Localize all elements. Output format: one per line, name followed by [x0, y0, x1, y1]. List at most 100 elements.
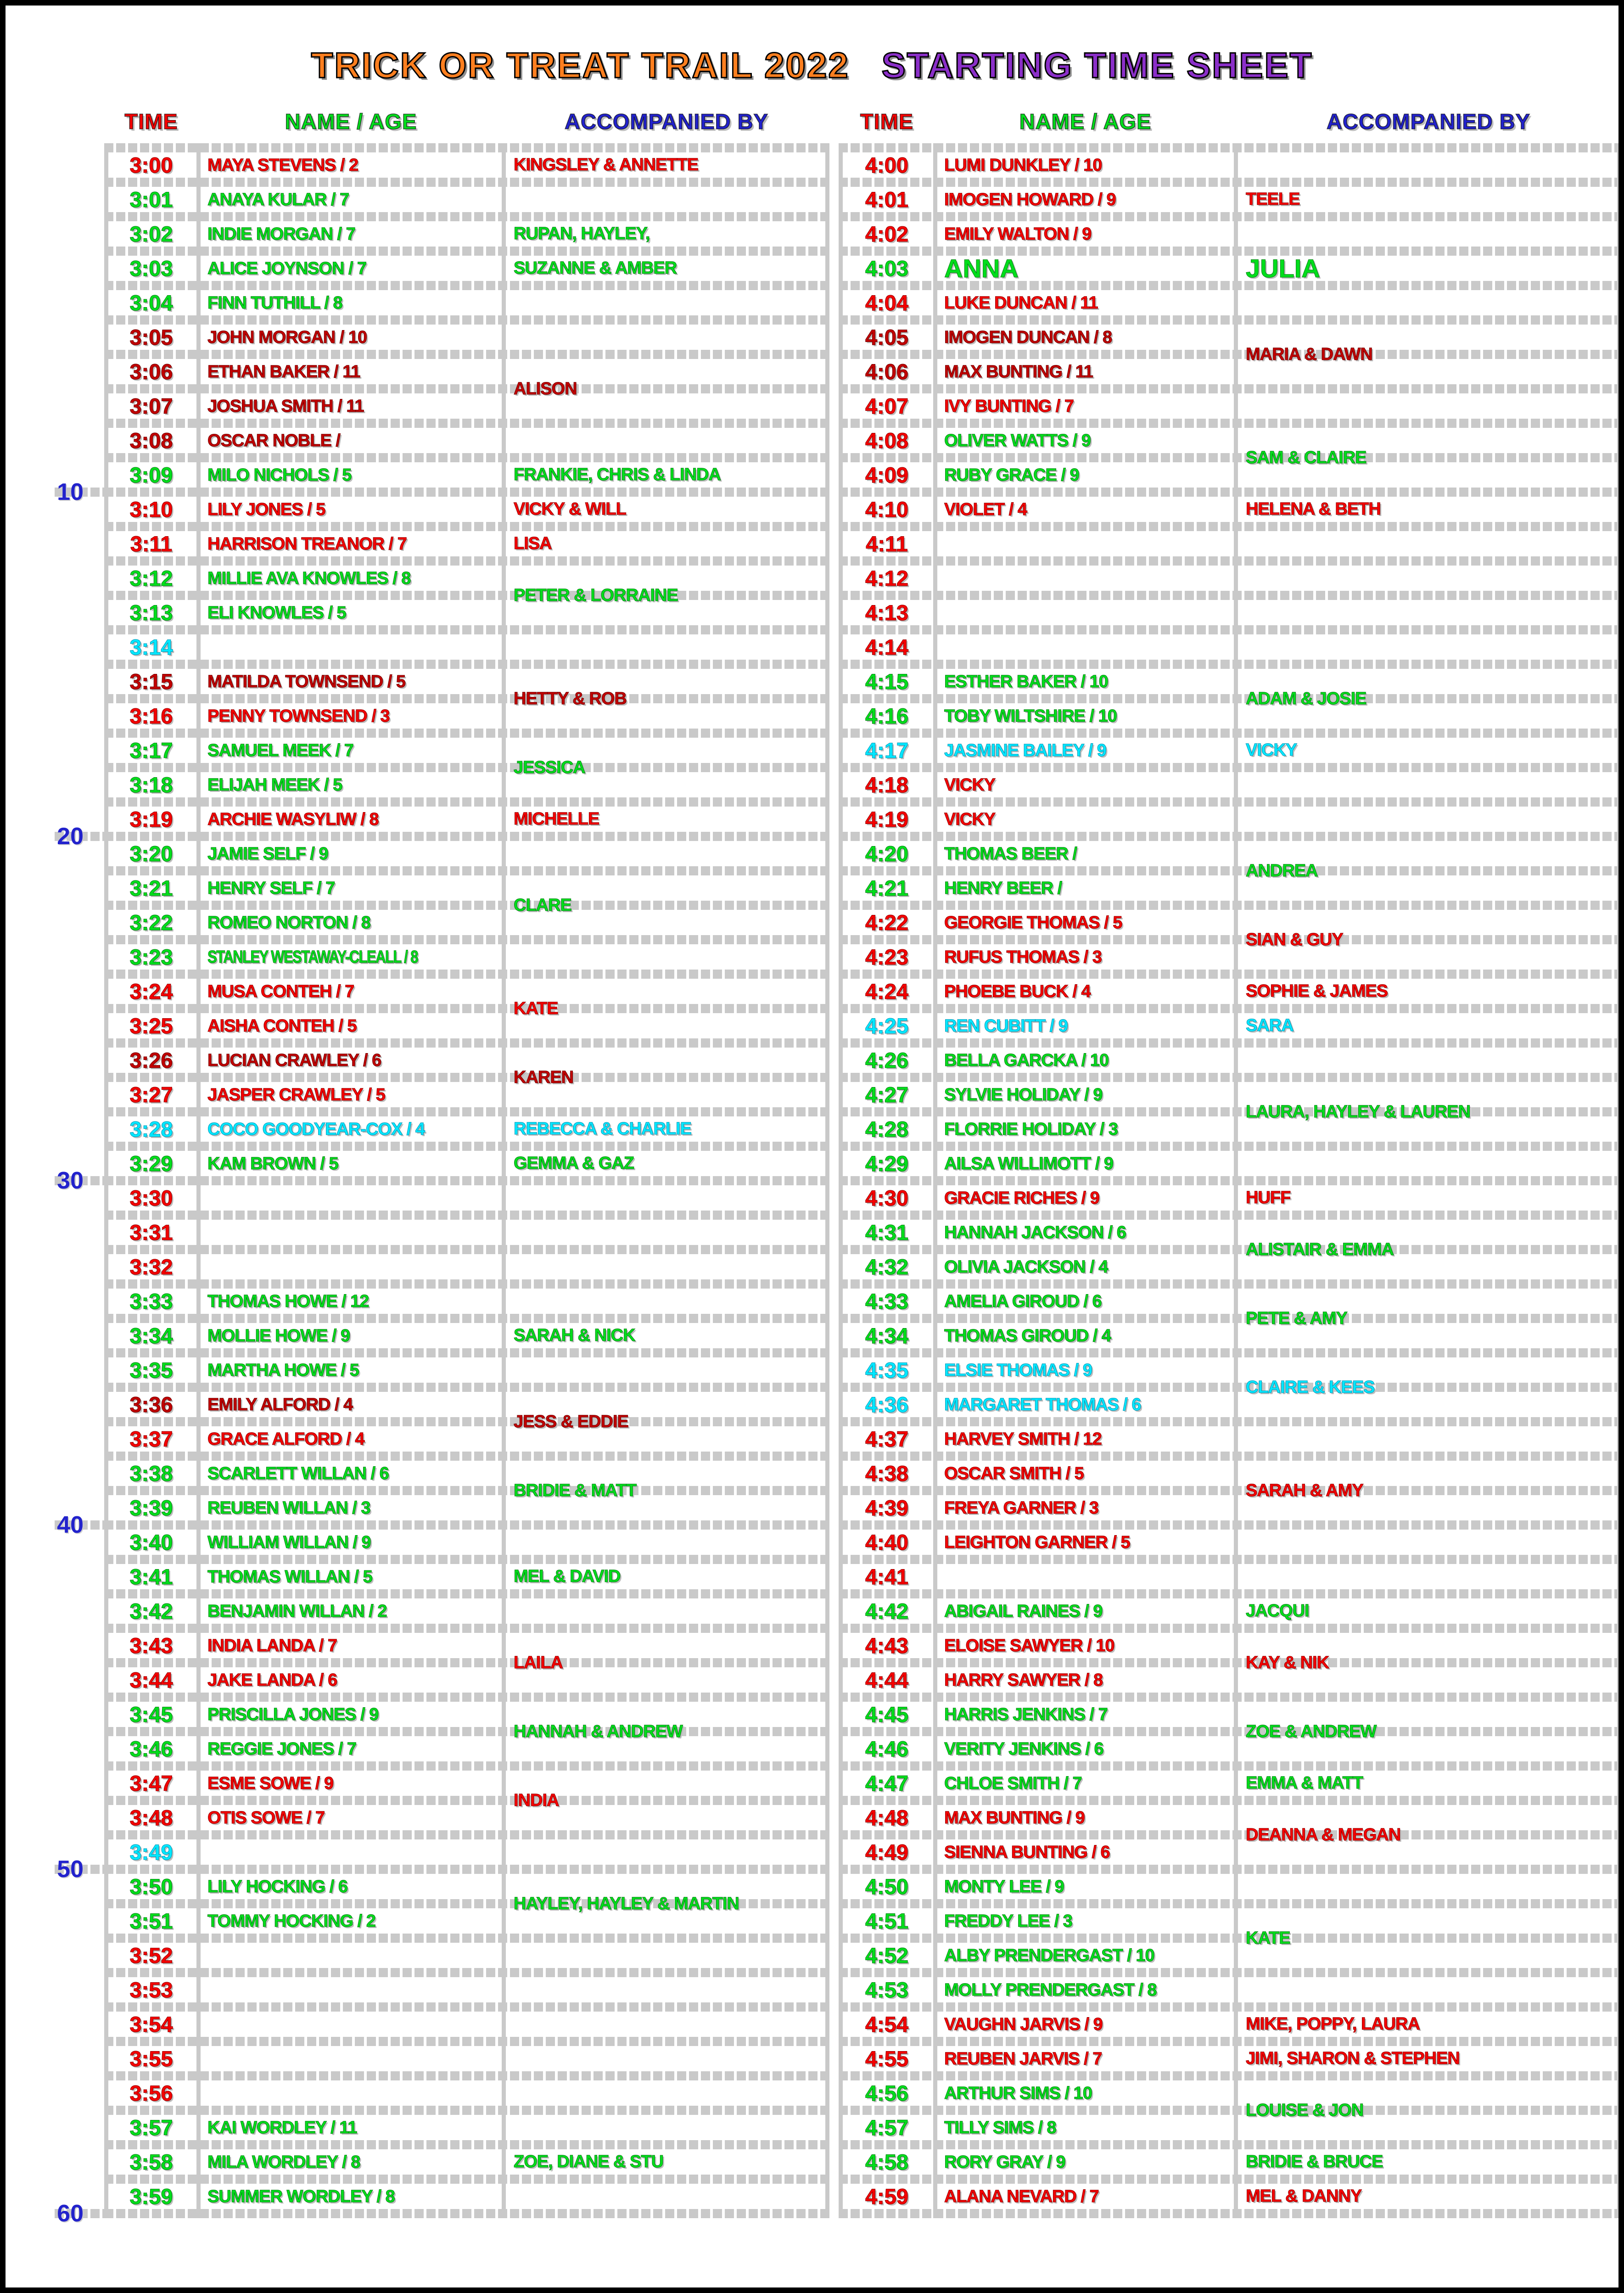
row-divider — [839, 1555, 1618, 1564]
accompanied-by-cell: ZOE, DIANE & STU — [514, 2152, 664, 2172]
accompanied-by-cell: KAY & NIK — [1246, 1653, 1330, 1672]
time-cell: 4:22 — [865, 910, 909, 935]
time-cell: 4:31 — [865, 1220, 909, 1245]
row-divider — [839, 2209, 1618, 2218]
row-divider — [839, 763, 1618, 772]
row-divider — [104, 1968, 829, 1977]
accompanied-by-cell: ALISTAIR & EMMA — [1246, 1239, 1394, 1259]
row-divider — [839, 970, 1618, 979]
row-divider — [104, 178, 829, 187]
time-cell: 3:28 — [129, 1117, 173, 1142]
time-cell: 3:57 — [129, 2115, 173, 2140]
time-cell: 4:11 — [866, 532, 908, 556]
page-title-subtitle: STARTING TIME SHEET — [881, 45, 1313, 86]
name-age-cell: MAX BUNTING / 9 — [944, 1808, 1086, 1828]
name-age-cell: ARTHUR SIMS / 10 — [944, 2084, 1093, 2103]
time-cell: 4:32 — [865, 1255, 909, 1279]
column-gridline — [1234, 143, 1238, 2218]
row-divider — [839, 143, 1618, 152]
accompanied-by-cell: TEELE — [1246, 190, 1300, 209]
time-cell: 4:33 — [865, 1289, 909, 1314]
name-age-cell: TILLY SIMS / 8 — [944, 2118, 1057, 2138]
row-divider — [104, 384, 829, 393]
time-cell: 4:27 — [865, 1082, 909, 1107]
time-cell: 3:37 — [129, 1427, 173, 1452]
accompanied-by-cell: HETTY & ROB — [514, 689, 627, 708]
time-cell: 3:50 — [129, 1874, 173, 1899]
row-divider — [839, 2071, 1618, 2080]
name-age-cell: THOMAS GIROUD / 4 — [944, 1326, 1112, 1346]
name-age-cell: REN CUBITT / 9 — [944, 1016, 1069, 1036]
name-age-cell: HARRY SAWYER / 8 — [944, 1671, 1103, 1690]
accompanied-by-cell: HELENA & BETH — [1246, 499, 1382, 519]
name-age-cell: CHLOE SMITH / 7 — [944, 1774, 1083, 1794]
name-age-cell: REUBEN WILLAN / 3 — [207, 1498, 371, 1518]
time-cell: 4:59 — [865, 2184, 909, 2209]
row-divider — [839, 1693, 1618, 1702]
row-counter-tick — [55, 488, 104, 497]
time-cell: 3:20 — [129, 841, 173, 866]
time-cell: 3:17 — [129, 738, 173, 763]
name-age-cell: JAMIE SELF / 9 — [207, 844, 329, 864]
row-divider — [839, 1899, 1618, 1908]
name-age-cell: MATILDA TOWNSEND / 5 — [207, 672, 406, 692]
column-header-time-right: TIME — [860, 109, 914, 134]
name-age-cell: JOHN MORGAN / 10 — [207, 328, 368, 348]
accompanied-by-cell: VICKY & WILL — [514, 499, 627, 519]
row-divider — [839, 1142, 1618, 1151]
time-cell: 3:48 — [129, 1805, 173, 1830]
time-cell: 3:11 — [130, 532, 173, 556]
accompanied-by-cell: PETE & AMY — [1246, 1308, 1348, 1328]
time-cell: 3:35 — [129, 1358, 173, 1383]
accompanied-by-cell: HANNAH & ANDREW — [514, 1721, 683, 1741]
page-title: TRICK OR TREAT TRAIL 2022 STARTING TIME S… — [6, 45, 1618, 86]
row-divider — [104, 2037, 829, 2046]
time-cell: 3:44 — [129, 1668, 173, 1693]
time-cell: 4:55 — [865, 2046, 909, 2071]
time-cell: 4:48 — [865, 1805, 909, 1830]
name-age-cell: HENRY BEER / — [944, 879, 1063, 898]
time-cell: 4:00 — [865, 153, 909, 178]
name-age-cell: LUMI DUNKLEY / 10 — [944, 156, 1103, 175]
name-age-cell: MOLLY PRENDERGAST / 8 — [944, 1980, 1158, 2000]
accompanied-by-cell: BRIDIE & MATT — [514, 1480, 637, 1500]
time-cell: 3:10 — [129, 497, 173, 522]
time-cell: 4:16 — [865, 704, 909, 729]
name-age-cell: HENRY SELF / 7 — [207, 879, 336, 898]
accompanied-by-cell: MEL & DAVID — [514, 1567, 622, 1587]
name-age-cell: FINN TUTHILL / 8 — [207, 293, 343, 313]
row-counter-label: 40 — [57, 1512, 84, 1538]
time-cell: 4:20 — [865, 841, 909, 866]
time-cell: 3:14 — [129, 635, 173, 660]
name-age-cell: LUKE DUNCAN / 11 — [944, 293, 1099, 313]
time-cell: 4:23 — [865, 945, 909, 970]
name-age-cell: MILA WORDLEY / 8 — [207, 2153, 361, 2172]
accompanied-by-cell: ADAM & JOSIE — [1246, 689, 1367, 708]
name-age-cell: INDIE MORGAN / 7 — [207, 224, 356, 244]
time-cell: 4:21 — [865, 876, 909, 901]
time-cell: 4:12 — [865, 566, 909, 591]
time-cell: 4:51 — [865, 1909, 909, 1934]
time-cell: 3:02 — [129, 222, 173, 247]
name-age-cell: SUMMER WORDLEY / 8 — [207, 2187, 396, 2207]
time-cell: 4:14 — [865, 635, 909, 660]
row-divider — [839, 1624, 1618, 1633]
name-age-cell: GEORGIE THOMAS / 5 — [944, 913, 1123, 933]
time-cell: 3:55 — [129, 2046, 173, 2071]
row-divider — [839, 315, 1618, 325]
row-divider — [839, 1761, 1618, 1771]
time-cell: 4:25 — [865, 1014, 909, 1038]
time-cell: 3:47 — [129, 1771, 173, 1796]
row-divider — [839, 625, 1618, 634]
time-cell: 4:57 — [865, 2115, 909, 2140]
accompanied-by-cell: BRIDIE & BRUCE — [1246, 2152, 1383, 2172]
row-divider — [104, 1073, 829, 1082]
name-age-cell: ELI KNOWLES / 5 — [207, 603, 347, 623]
time-cell: 3:42 — [129, 1599, 173, 1624]
name-age-cell: INDIA LANDA / 7 — [207, 1636, 338, 1656]
row-divider — [839, 1073, 1618, 1082]
accompanied-by-cell: JIMI, SHARON & STEPHEN — [1246, 2049, 1461, 2069]
name-age-cell: GRACE ALFORD / 4 — [207, 1430, 365, 1449]
row-divider — [104, 2071, 829, 2080]
time-cell: 3:05 — [129, 325, 173, 350]
